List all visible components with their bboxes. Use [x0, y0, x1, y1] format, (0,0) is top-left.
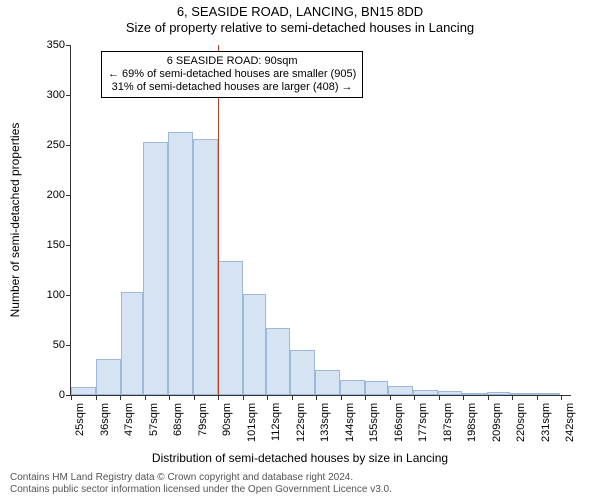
- x-tick-mark: [414, 395, 415, 400]
- y-tick-mark: [66, 145, 71, 146]
- x-tick-mark: [96, 395, 97, 400]
- x-tick-mark: [488, 395, 489, 400]
- x-tick-label: 220sqm: [515, 403, 527, 442]
- chart-title-block: 6, SEASIDE ROAD, LANCING, BN15 8DD Size …: [0, 4, 600, 36]
- x-tick-mark: [390, 395, 391, 400]
- histogram-bar: [535, 393, 560, 395]
- title-address: 6, SEASIDE ROAD, LANCING, BN15 8DD: [0, 4, 600, 20]
- y-tick-mark: [66, 45, 71, 46]
- histogram-bar: [96, 359, 121, 395]
- chart-container: 6, SEASIDE ROAD, LANCING, BN15 8DD Size …: [0, 0, 600, 500]
- y-tick-mark: [66, 295, 71, 296]
- histogram-bar: [315, 370, 340, 395]
- y-tick-mark: [66, 345, 71, 346]
- info-box: 6 SEASIDE ROAD: 90sqm← 69% of semi-detac…: [101, 51, 363, 98]
- x-tick-label: 231sqm: [540, 403, 552, 442]
- y-tick-mark: [66, 95, 71, 96]
- info-box-line2: ← 69% of semi-detached houses are smalle…: [108, 68, 356, 81]
- histogram-bar: [71, 387, 96, 395]
- x-tick-mark: [145, 395, 146, 400]
- y-tick-mark: [66, 245, 71, 246]
- x-tick-mark: [194, 395, 195, 400]
- y-tick-mark: [66, 195, 71, 196]
- x-tick-label: 242sqm: [564, 403, 576, 442]
- x-tick-label: 57sqm: [148, 403, 160, 436]
- x-tick-label: 112sqm: [270, 403, 282, 441]
- info-box-line1: 6 SEASIDE ROAD: 90sqm: [108, 55, 356, 68]
- x-tick-mark: [463, 395, 464, 400]
- x-tick-label: 209sqm: [491, 403, 503, 442]
- histogram-bar: [340, 380, 365, 395]
- histogram-bar: [438, 391, 463, 395]
- x-tick-mark: [267, 395, 268, 400]
- histogram-bar: [266, 328, 291, 395]
- x-tick-label: 144sqm: [344, 403, 356, 442]
- x-tick-label: 133sqm: [319, 403, 331, 442]
- x-tick-label: 101sqm: [246, 403, 258, 442]
- histogram-bar: [413, 390, 438, 395]
- title-subtitle: Size of property relative to semi-detach…: [0, 20, 600, 36]
- x-tick-label: 155sqm: [368, 403, 380, 442]
- footer-line2: Contains public sector information licen…: [10, 484, 392, 496]
- histogram-bar: [290, 350, 315, 395]
- histogram-bar: [388, 386, 413, 395]
- x-tick-mark: [341, 395, 342, 400]
- x-tick-label: 187sqm: [442, 403, 454, 442]
- x-tick-label: 47sqm: [123, 403, 135, 436]
- x-tick-label: 198sqm: [466, 403, 478, 442]
- x-tick-mark: [292, 395, 293, 400]
- x-tick-mark: [316, 395, 317, 400]
- histogram-bar: [365, 381, 388, 395]
- x-tick-label: 79sqm: [197, 403, 209, 436]
- x-tick-mark: [561, 395, 562, 400]
- histogram-bar: [462, 393, 487, 395]
- x-tick-mark: [439, 395, 440, 400]
- histogram-bar: [121, 292, 144, 395]
- x-tick-label: 122sqm: [295, 403, 307, 442]
- x-tick-label: 36sqm: [99, 403, 111, 436]
- info-box-line3: 31% of semi-detached houses are larger (…: [108, 81, 356, 94]
- histogram-bar: [143, 142, 168, 395]
- histogram-bar: [487, 392, 510, 395]
- x-tick-mark: [120, 395, 121, 400]
- histogram-bar: [193, 139, 218, 395]
- histogram-bar: [510, 393, 535, 395]
- histogram-bar: [218, 261, 243, 395]
- histogram-bar: [168, 132, 193, 395]
- x-tick-mark: [512, 395, 513, 400]
- x-tick-mark: [169, 395, 170, 400]
- x-tick-label: 90sqm: [221, 403, 233, 436]
- x-tick-mark: [365, 395, 366, 400]
- x-tick-mark: [218, 395, 219, 400]
- x-tick-mark: [71, 395, 72, 400]
- x-tick-label: 166sqm: [393, 403, 405, 442]
- x-tick-label: 177sqm: [417, 403, 429, 442]
- x-tick-mark: [243, 395, 244, 400]
- y-axis-title: Number of semi-detached properties: [8, 45, 22, 395]
- x-tick-mark: [537, 395, 538, 400]
- plot-area: 05010015020025030035025sqm36sqm47sqm57sq…: [70, 45, 571, 396]
- footer-attribution: Contains HM Land Registry data © Crown c…: [10, 472, 392, 496]
- x-tick-label: 25sqm: [74, 403, 86, 436]
- histogram-bar: [243, 294, 266, 395]
- x-axis-title: Distribution of semi-detached houses by …: [0, 451, 600, 465]
- footer-line1: Contains HM Land Registry data © Crown c…: [10, 472, 392, 484]
- x-tick-label: 68sqm: [172, 403, 184, 436]
